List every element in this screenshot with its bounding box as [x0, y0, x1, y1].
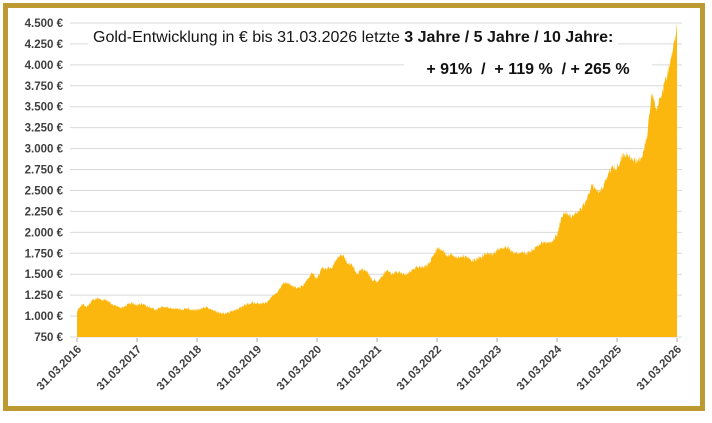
x-axis-label: 31.03.2021: [335, 343, 385, 393]
y-axis-label: 2.750 €: [25, 165, 64, 177]
y-axis-label: 1.500 €: [25, 269, 64, 281]
x-axis-label: 31.03.2018: [155, 343, 205, 393]
y-axis-label: 750 €: [34, 332, 63, 344]
y-axis-label: 2.500 €: [25, 185, 64, 197]
chart-title-regular: Gold-Entwicklung in € bis 31.03.2026 let…: [93, 29, 405, 46]
percent-change-line: + 91% / + 119 % / + 265 %: [404, 59, 652, 80]
x-axis-label: 31.03.2020: [275, 344, 324, 393]
x-axis-label: 31.03.2022: [395, 344, 444, 393]
x-axis-label: 31.03.2019: [215, 344, 264, 393]
x-axis-labels-group: 31.03.2016 31.03.2017 31.03.2018 31.03.2019…: [35, 343, 684, 393]
y-axis-label: 1.000 €: [25, 311, 64, 323]
x-axis-label: 31.03.2025: [575, 343, 625, 393]
y-axis-label: 3.750 €: [25, 81, 64, 93]
chart-title-bold: 3 Jahre / 5 Jahre / 10 Jahre:: [404, 29, 614, 46]
y-axis-label: 3.000 €: [25, 144, 64, 156]
x-axis-label: 31.03.2016: [35, 344, 84, 393]
y-axis-label: 1.750 €: [25, 248, 64, 260]
x-axis-label: 31.03.2026: [635, 344, 684, 393]
x-axis-label: 31.03.2023: [455, 344, 504, 393]
y-axis-label: 2.000 €: [25, 227, 64, 239]
chart-title: Gold-Entwicklung in € bis 31.03.2026 let…: [88, 26, 619, 49]
y-axis-label: 2.250 €: [25, 206, 64, 218]
y-axis-label: 3.250 €: [25, 123, 64, 135]
x-axis-ticks-group: [76, 338, 678, 342]
y-axis-label: 1.250 €: [25, 290, 64, 302]
x-axis-label: 31.03.2017: [95, 344, 144, 393]
y-axis-label: 4.250 €: [25, 39, 64, 51]
y-axis-label: 4.500 €: [25, 18, 64, 30]
y-axis-label: 4.000 €: [25, 60, 64, 72]
area-series-group: [77, 24, 677, 338]
x-axis-label: 31.03.2024: [515, 343, 565, 393]
gridlines-group: [70, 22, 682, 338]
gold-area-path: [77, 24, 677, 338]
y-axis-label: 3.500 €: [25, 102, 64, 114]
y-axis-labels-group: 4.500 € 4.250 € 4.000 € 3.750 € 3.500 € 3.250…: [25, 18, 64, 344]
